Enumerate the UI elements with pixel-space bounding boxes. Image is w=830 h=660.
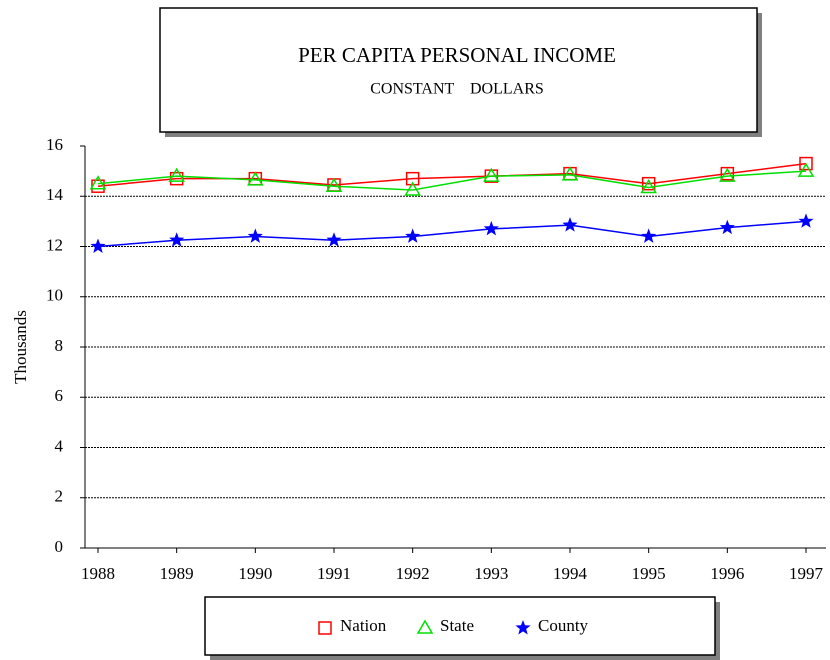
marker [168, 167, 185, 182]
series-line [97, 220, 807, 248]
y-axis-label: Thousands [11, 310, 30, 384]
marker [90, 238, 106, 253]
marker [325, 177, 343, 192]
y-tick-label: 4 [55, 436, 64, 455]
marker [405, 171, 420, 186]
x-tick-label: 1995 [632, 564, 666, 583]
y-tick-label: 6 [55, 386, 64, 405]
marker [640, 178, 657, 194]
marker [89, 175, 107, 190]
y-tick-label: 14 [46, 185, 64, 204]
x-tick-label: 1988 [81, 564, 115, 583]
legend-marker [318, 621, 332, 635]
marker [483, 167, 500, 182]
marker [798, 213, 814, 228]
x-tick-label: 1989 [160, 564, 194, 583]
chart-subtitle: CONSTANT DOLLARS [370, 81, 544, 98]
x-tick-label: 1994 [553, 564, 588, 583]
x-tick-label: 1996 [710, 564, 744, 583]
x-tick-label: 1997 [789, 564, 824, 583]
marker [247, 171, 264, 186]
chart-title: PER CAPITA PERSONAL INCOME [298, 43, 616, 67]
marker [405, 228, 421, 243]
x-tick-label: 1993 [474, 564, 508, 583]
y-tick-label: 10 [46, 286, 63, 305]
title-box [159, 7, 758, 133]
marker [483, 220, 499, 236]
legend-marker [515, 620, 531, 635]
legend-label: Nation [340, 616, 387, 635]
marker [562, 217, 578, 232]
y-tick-label: 8 [55, 336, 64, 355]
marker [799, 156, 813, 171]
marker [719, 167, 736, 182]
y-tick-label: 16 [46, 135, 63, 154]
x-tick-label: 1992 [396, 564, 430, 583]
marker [247, 228, 263, 243]
series-line [97, 170, 807, 191]
marker [719, 219, 735, 235]
marker [169, 232, 185, 247]
legend-label: County [538, 616, 589, 635]
marker [720, 166, 735, 181]
marker [641, 228, 657, 243]
marker [641, 176, 656, 191]
legend-label: State [440, 616, 474, 635]
x-tick-label: 1990 [238, 564, 272, 583]
y-tick-label: 12 [46, 235, 63, 254]
marker [561, 166, 579, 181]
marker [326, 232, 342, 247]
x-tick-label: 1991 [317, 564, 351, 583]
y-tick-label: 0 [55, 537, 64, 556]
y-tick-label: 2 [55, 487, 64, 506]
marker [404, 181, 421, 196]
marker [797, 162, 815, 177]
legend-marker [416, 619, 434, 634]
legend-box [204, 596, 716, 656]
